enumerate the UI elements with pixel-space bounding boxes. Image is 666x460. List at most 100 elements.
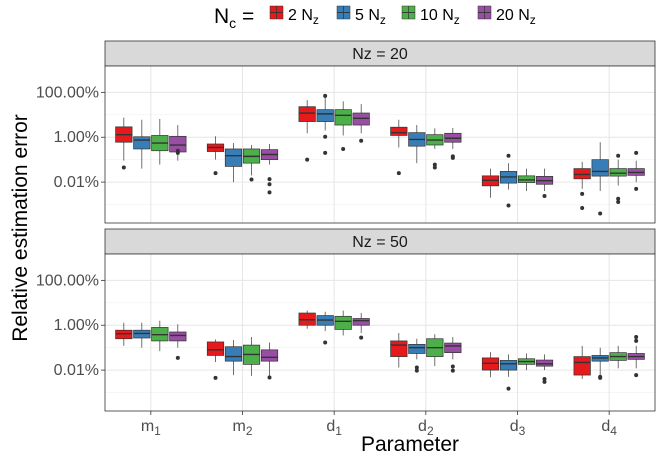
outlier-point — [396, 171, 401, 176]
outlier-point — [542, 193, 547, 198]
box — [390, 340, 408, 357]
boxplot — [573, 345, 591, 380]
boxplot — [260, 143, 279, 195]
box — [169, 331, 187, 342]
outlier-point — [634, 338, 639, 343]
outlier-point — [506, 153, 511, 158]
boxplot — [206, 136, 225, 176]
outlier-point — [305, 157, 310, 162]
boxplot — [535, 354, 554, 384]
boxplot — [627, 334, 645, 378]
outlier-point — [450, 364, 455, 369]
legend-label: 5 Nz — [355, 7, 386, 27]
boxplot — [627, 150, 645, 191]
y-tick-label: 1.00% — [54, 317, 99, 334]
outlier-point — [121, 165, 126, 170]
boxplot — [591, 347, 609, 380]
facet-panel: Nz = 20 0.01% 1.00% 100.00% — [36, 40, 656, 224]
outlier-point — [598, 211, 603, 216]
boxplot — [499, 153, 518, 208]
box — [316, 109, 334, 122]
boxplot — [334, 101, 352, 151]
outlier-point — [432, 165, 437, 170]
boxplot — [444, 336, 462, 373]
outlier-point — [323, 93, 328, 98]
facet-strip — [104, 228, 656, 255]
outlier-point — [616, 199, 621, 204]
boxplot — [151, 320, 169, 352]
outlier-point — [542, 379, 547, 384]
box — [408, 344, 426, 354]
panel-background — [105, 254, 655, 411]
boxplot — [352, 104, 370, 143]
y-tick-label: 100.00% — [36, 272, 99, 289]
y-tick-label: 0.01% — [54, 362, 99, 379]
outlier-point — [359, 335, 364, 340]
legend-entries: 2 Nz 5 Nz 10 Nz 20 Nz — [269, 5, 536, 27]
box — [573, 168, 591, 180]
legend-item: 5 Nz — [336, 5, 386, 27]
legend-label: 2 Nz — [288, 7, 319, 27]
boxplot — [609, 153, 627, 204]
outlier-point — [323, 134, 328, 139]
x-tick-label: d3 — [510, 418, 526, 438]
boxplot — [316, 93, 334, 155]
box — [133, 136, 151, 150]
legend-label: 10 Nz — [420, 7, 460, 27]
box — [334, 109, 352, 126]
boxplot — [390, 119, 408, 176]
panel-background — [105, 66, 655, 223]
outlier-point — [323, 340, 328, 345]
box — [591, 159, 609, 177]
box — [224, 148, 243, 167]
outlier-point — [249, 177, 254, 182]
panels: Nz = 20 0.01% 1.00% 100.00% Nz = 50 0.01% 1.00… — [36, 40, 656, 412]
boxplot — [535, 168, 554, 198]
outlier-point — [267, 177, 272, 182]
boxplot — [316, 311, 334, 345]
outlier-point — [414, 368, 419, 373]
boxplot — [334, 310, 352, 336]
boxplot — [481, 352, 500, 378]
boxplot — [352, 313, 370, 340]
x-tick-label: d1 — [326, 418, 342, 438]
box — [609, 168, 627, 177]
outlier-point — [580, 191, 585, 196]
boxplot — [242, 145, 261, 182]
outlier-point — [213, 171, 218, 176]
outlier-point — [580, 205, 585, 210]
box — [352, 318, 370, 326]
legend-label: 20 Nz — [496, 7, 536, 27]
outlier-point — [634, 334, 639, 339]
panel-border — [104, 253, 656, 412]
boxplot — [224, 143, 243, 183]
box — [517, 175, 536, 183]
outlier-point — [634, 150, 639, 155]
outlier-point — [432, 162, 437, 167]
box — [334, 315, 352, 330]
x-tick-label: d4 — [601, 418, 617, 438]
boxplot — [499, 354, 518, 391]
facet-strip-label: Nz = 20 — [352, 46, 408, 63]
facet-strip-label: Nz = 50 — [352, 234, 408, 251]
x-axis-ticks: m1 m2 d1 d2 d3 d4 — [141, 411, 617, 438]
box — [390, 126, 408, 136]
outlier-point — [598, 375, 603, 380]
boxplot — [169, 324, 187, 360]
y-axis-title: Relative estimation error — [9, 114, 32, 342]
outlier-point — [542, 377, 547, 382]
boxplot — [298, 100, 316, 162]
outlier-point — [323, 150, 328, 155]
boxplot — [408, 125, 426, 164]
outlier-point — [341, 146, 346, 151]
outlier-point — [506, 203, 511, 208]
box — [298, 106, 316, 122]
outlier-point — [634, 373, 639, 378]
boxplot — [260, 342, 279, 380]
boxplot — [115, 322, 133, 346]
outlier-point — [450, 154, 455, 159]
boxplot — [169, 125, 187, 161]
y-tick-label: 1.00% — [54, 129, 99, 146]
legend-item: 20 Nz — [477, 5, 536, 27]
